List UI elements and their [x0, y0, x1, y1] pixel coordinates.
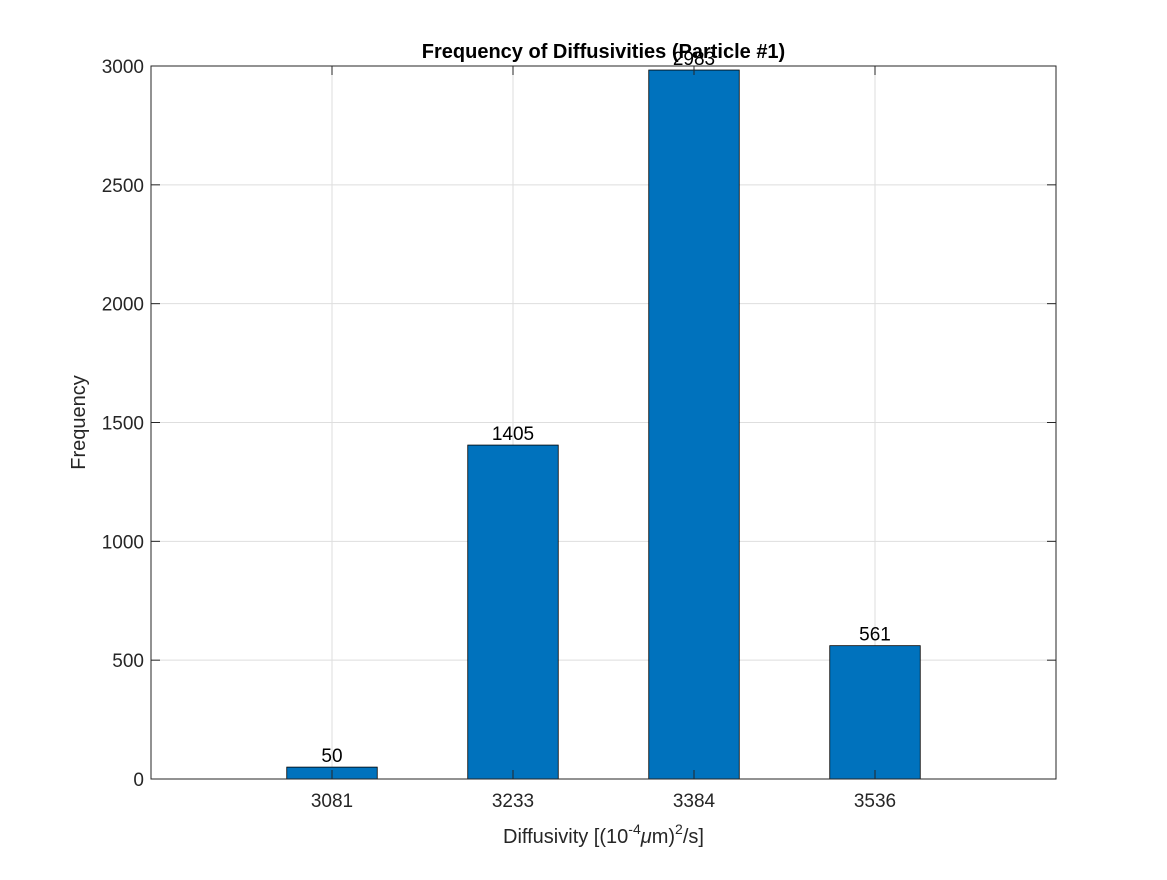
bar-data-label: 1405: [492, 424, 534, 445]
x-axis-label-mu: μ: [640, 826, 652, 848]
y-tick-label: 0: [133, 770, 144, 791]
x-axis-label-suffix: /s]: [683, 826, 704, 848]
x-tick-label: 3233: [492, 791, 534, 812]
x-axis-label-prefix: Diffusivity [(10: [503, 826, 628, 848]
tick-labels: 0 500 1000 1500 2000 2500 3000 3081 3233 3384 3536: [102, 57, 896, 812]
x-axis-label-unit: m): [652, 826, 675, 848]
y-tick-label: 2000: [102, 295, 144, 316]
bars: [286, 69, 921, 780]
bar: [829, 645, 921, 780]
grid-lines: [151, 66, 1056, 779]
y-tick-label: 2500: [102, 176, 144, 197]
y-tick-label: 500: [112, 651, 144, 672]
x-axis-label-exponent-2: 2: [675, 821, 683, 837]
bar-data-label: 561: [859, 625, 891, 646]
chart-title: Frequency of Diffusivities (Particle #1): [422, 41, 785, 63]
x-axis-label-exponent: -4: [628, 821, 641, 837]
x-tick-label: 3081: [311, 791, 353, 812]
bar-data-label: 50: [321, 746, 342, 767]
y-axis-label: Frequency: [68, 375, 90, 470]
bar: [467, 444, 559, 780]
y-tick-label: 1000: [102, 532, 144, 553]
bar: [648, 69, 740, 780]
data-labels: 50 1405 2983 561: [321, 49, 890, 767]
tick-marks: [151, 65, 1056, 780]
x-tick-label: 3384: [673, 791, 716, 812]
y-tick-label: 3000: [102, 57, 144, 78]
x-axis-label: Diffusivity [(10-4μm)2/s]: [503, 821, 704, 848]
x-tick-label: 3536: [854, 791, 896, 812]
bar-data-label: 2983: [673, 49, 715, 70]
y-tick-label: 1500: [102, 414, 144, 435]
